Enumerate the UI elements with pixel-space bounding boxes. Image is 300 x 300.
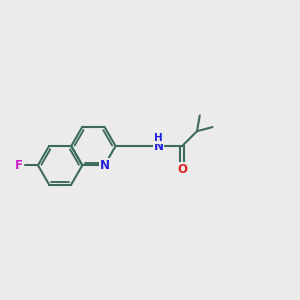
Text: N: N bbox=[100, 159, 110, 172]
Text: F: F bbox=[15, 159, 23, 172]
Text: O: O bbox=[177, 163, 187, 176]
Text: H: H bbox=[154, 134, 163, 143]
Text: N: N bbox=[153, 140, 164, 153]
